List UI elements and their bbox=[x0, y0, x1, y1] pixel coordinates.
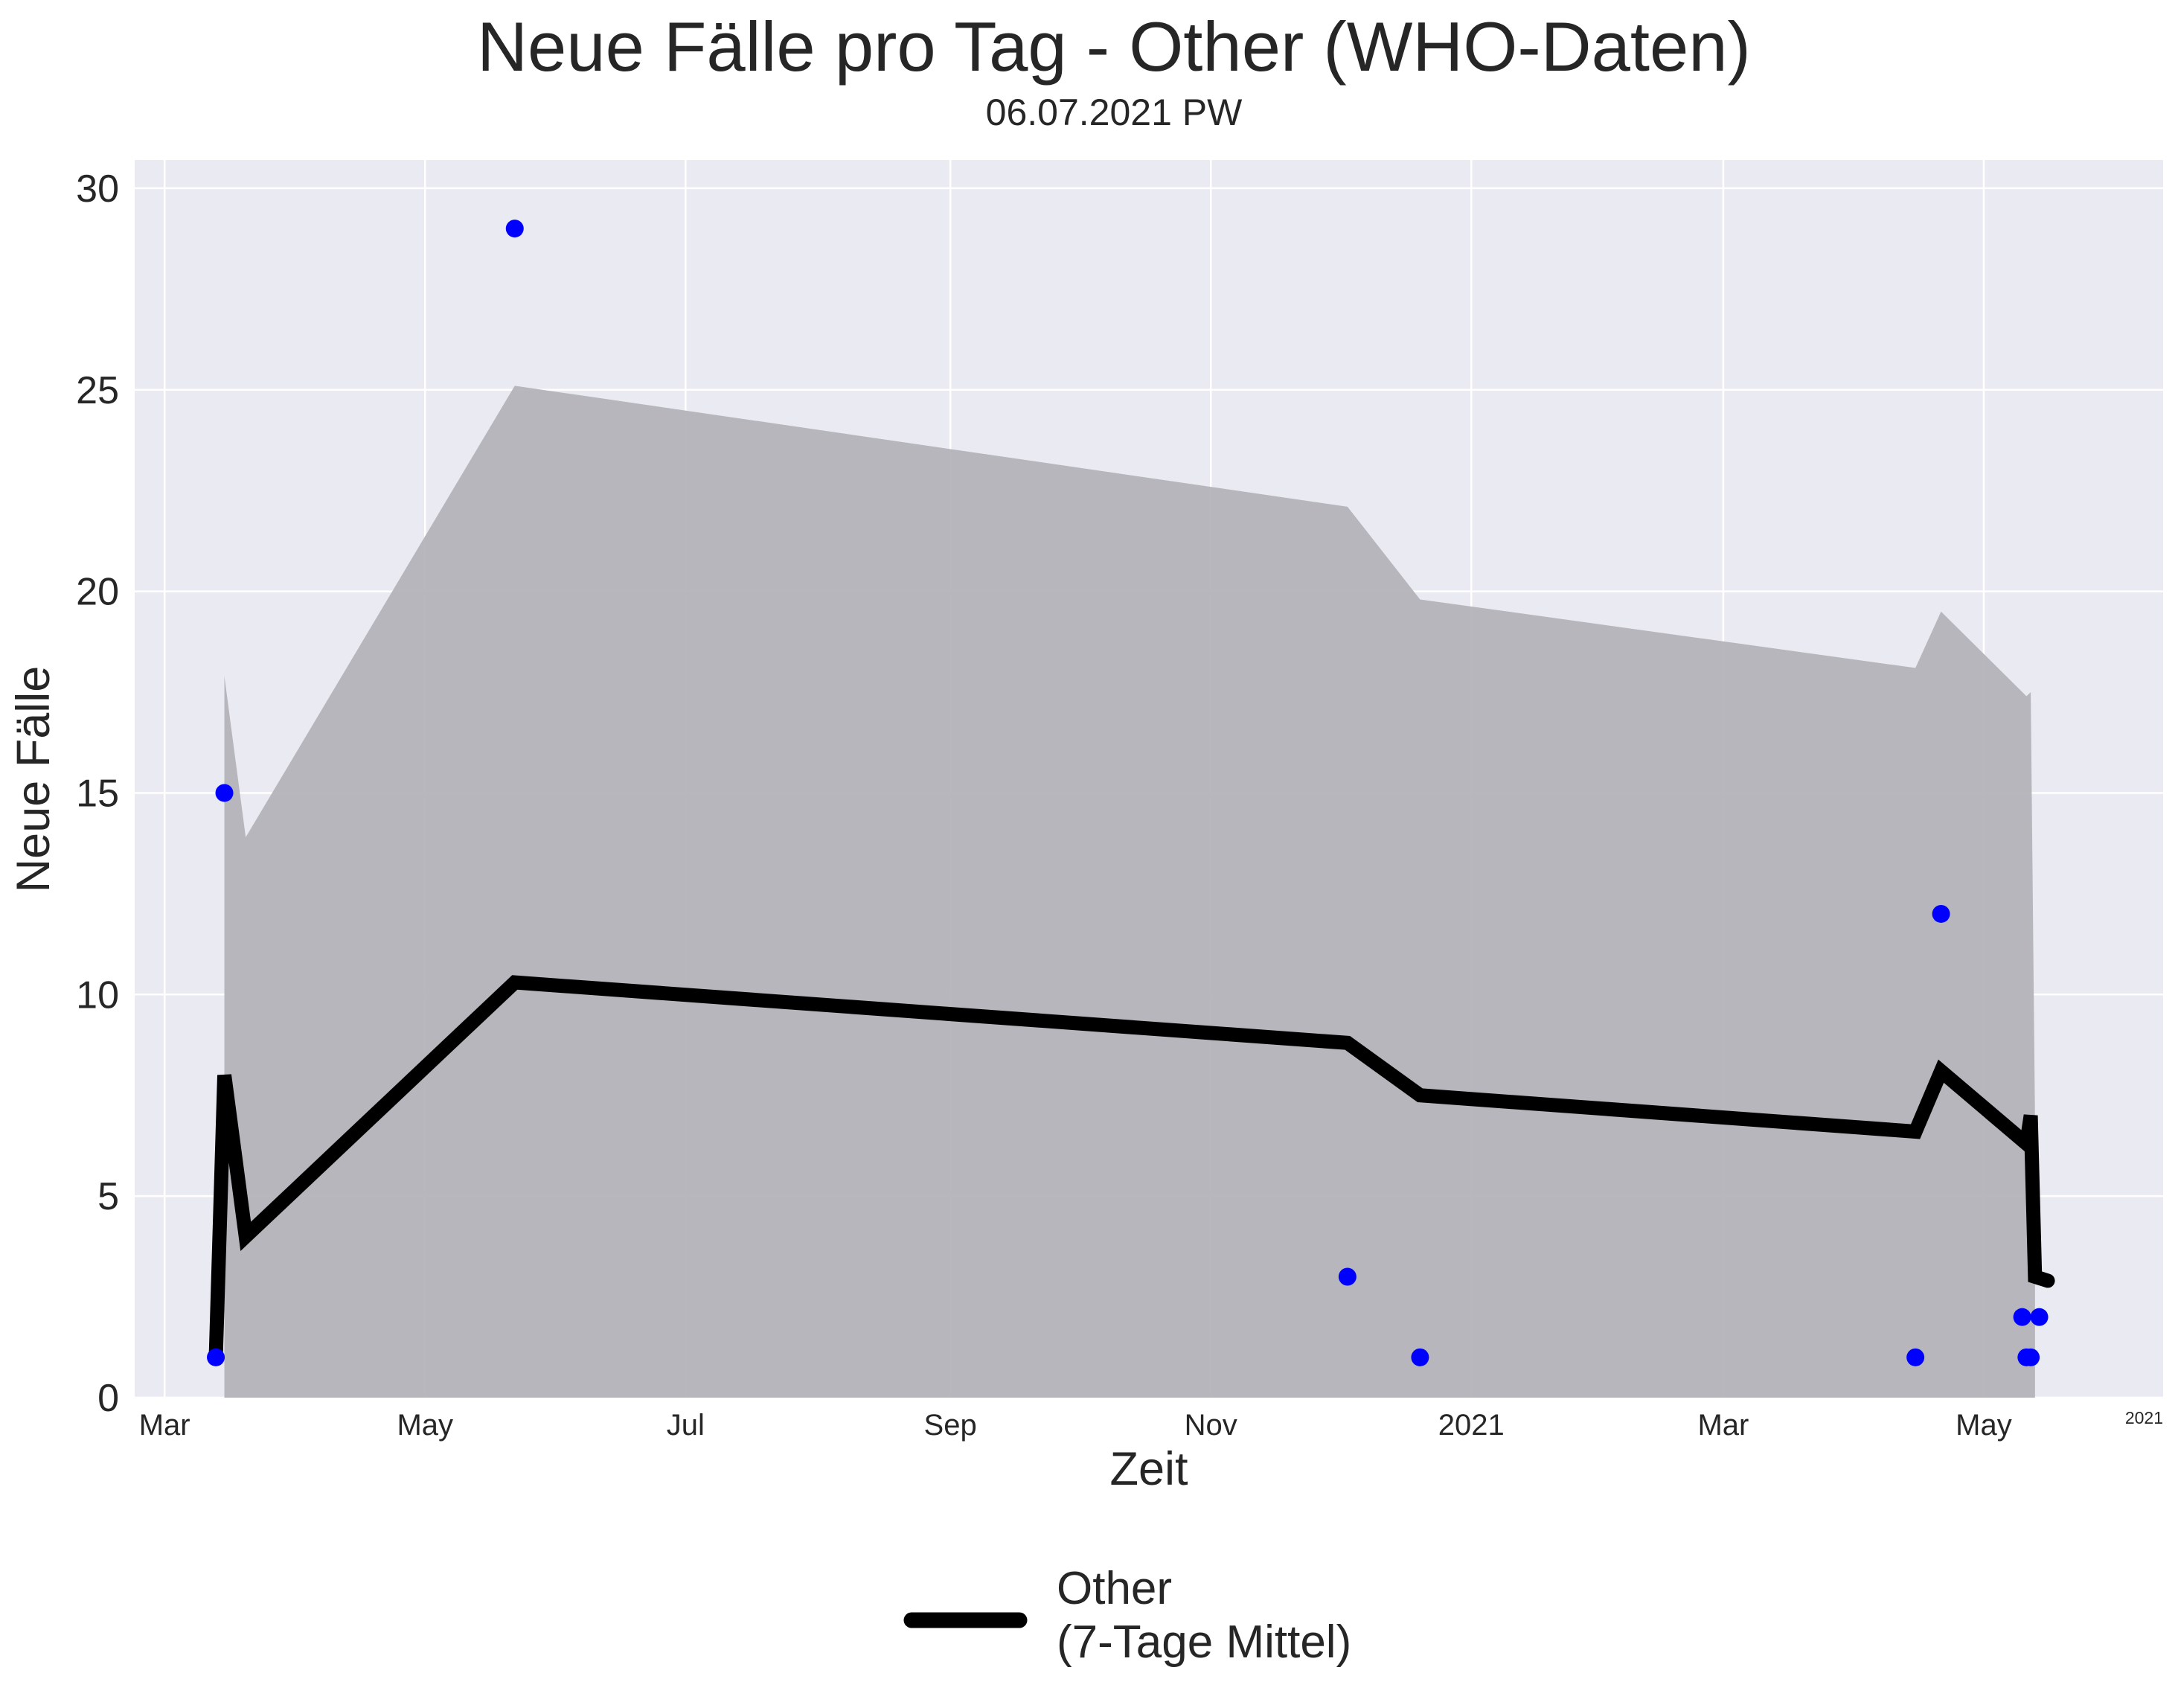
legend-label-line: Other bbox=[1057, 1563, 1172, 1614]
scatter-point bbox=[207, 1348, 225, 1366]
series-line-layer bbox=[208, 975, 2055, 1365]
y-tick-label: 15 bbox=[76, 772, 119, 815]
y-tick-label: 10 bbox=[76, 973, 119, 1017]
legend-label-line: (7-Tage Mittel) bbox=[1057, 1616, 1351, 1668]
confidence-band bbox=[224, 386, 2035, 1398]
x-tick-label: Mar bbox=[139, 1409, 190, 1442]
x-axis-label: Zeit bbox=[1109, 1443, 1188, 1495]
chart-title: Neue Fälle pro Tag - Other (WHO-Daten) bbox=[477, 7, 1751, 86]
series-line bbox=[208, 975, 2055, 1365]
y-tick-label: 25 bbox=[76, 369, 119, 412]
chart-subtitle: 06.07.2021 PW bbox=[986, 92, 1243, 133]
x-tick-labels: Mar May Jul Sep Nov 2021 Mar May bbox=[139, 1409, 2012, 1442]
x-tick-label: Mar bbox=[1697, 1409, 1749, 1442]
x-tick-label: 2021 bbox=[1438, 1409, 1505, 1442]
band-area bbox=[224, 386, 2035, 1398]
x-tick-label: Jul bbox=[667, 1409, 705, 1442]
x-tick-label: Nov bbox=[1185, 1409, 1237, 1442]
y-tick-label: 0 bbox=[97, 1377, 119, 1420]
scatter-point bbox=[2022, 1348, 2040, 1366]
scatter-point bbox=[1932, 904, 1950, 923]
y-axis-label: Neue Fälle bbox=[7, 666, 60, 893]
scatter-layer bbox=[207, 220, 2049, 1366]
scatter-point bbox=[1411, 1348, 1429, 1366]
scatter-point bbox=[505, 220, 524, 238]
y-tick-labels: 0 5 10 15 20 25 30 bbox=[76, 167, 119, 1420]
scatter-point bbox=[1338, 1267, 1357, 1286]
scatter-point bbox=[2030, 1308, 2049, 1326]
x-offset-label: 2021 bbox=[2125, 1408, 2163, 1427]
y-tick-label: 30 bbox=[76, 167, 119, 211]
x-tick-label: May bbox=[1956, 1409, 2012, 1442]
y-tick-label: 20 bbox=[76, 571, 119, 614]
scatter-point bbox=[215, 784, 234, 802]
legend: Other (7-Tage Mittel) bbox=[903, 1563, 1351, 1668]
scatter-point bbox=[1906, 1348, 1925, 1366]
legend-label: Other (7-Tage Mittel) bbox=[1057, 1563, 1351, 1668]
x-tick-label: Sep bbox=[924, 1409, 977, 1442]
scatter-point bbox=[2013, 1308, 2031, 1326]
y-tick-label: 5 bbox=[97, 1175, 119, 1218]
x-tick-label: May bbox=[397, 1409, 453, 1442]
